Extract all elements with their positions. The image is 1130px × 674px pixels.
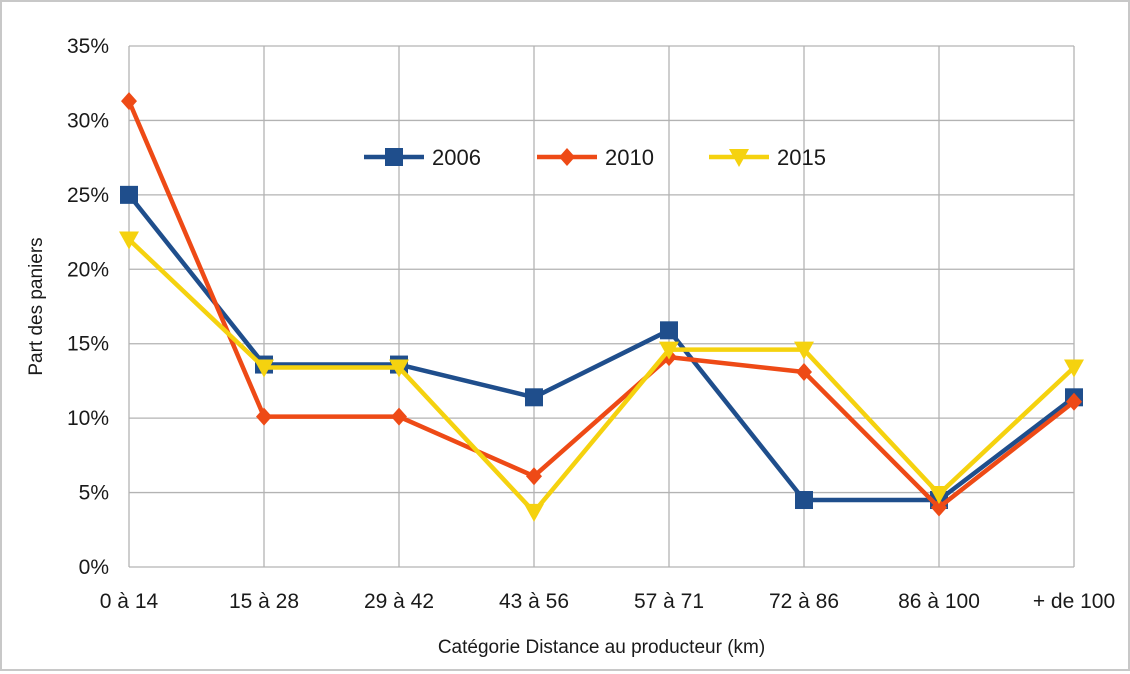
data-point — [659, 341, 679, 360]
data-point — [526, 467, 542, 486]
y-tick-label: 25% — [67, 184, 109, 207]
x-tick-label: 86 à 100 — [898, 590, 980, 613]
series-2010 — [121, 92, 1082, 517]
x-tick-label: 0 à 14 — [100, 590, 159, 613]
data-point — [795, 491, 813, 510]
x-tick-label: 57 à 71 — [634, 590, 704, 613]
series-2015 — [119, 231, 1084, 522]
series-line — [127, 237, 1076, 515]
data-point — [794, 341, 814, 360]
y-tick-label: 30% — [67, 109, 109, 132]
y-tick-label: 15% — [67, 333, 109, 356]
data-point — [119, 231, 139, 250]
x-tick-label: + de 100 — [1033, 590, 1115, 613]
legend-marker — [385, 148, 403, 166]
legend-item: 2015 — [709, 145, 826, 170]
legend-label: 2006 — [432, 145, 481, 170]
x-tick-label: 72 à 86 — [769, 590, 839, 613]
data-point — [796, 362, 812, 381]
x-tick-label: 43 à 56 — [499, 590, 569, 613]
x-tick-label: 29 à 42 — [364, 590, 434, 613]
x-tick-label: 15 à 28 — [229, 590, 299, 613]
legend-item: 2010 — [537, 145, 654, 170]
gridlines — [128, 45, 1075, 568]
y-tick-label: 20% — [67, 258, 109, 281]
data-point — [660, 321, 678, 340]
series-line — [127, 193, 1076, 503]
y-tick-label: 5% — [79, 482, 109, 505]
y-axis-title: Part des paniers — [26, 237, 47, 375]
data-point — [256, 407, 272, 426]
legend-label: 2015 — [777, 145, 826, 170]
data-point — [525, 388, 543, 407]
legend-marker — [729, 149, 749, 167]
data-point — [1066, 392, 1082, 411]
series-lines — [119, 92, 1084, 522]
y-tick-label: 0% — [79, 556, 109, 579]
y-tick-label: 10% — [67, 407, 109, 430]
y-tick-labels: 0% 5% 10% 15% 20% 25% 30% 35% — [67, 35, 109, 579]
y-tick-label: 35% — [67, 35, 109, 58]
data-point — [391, 407, 407, 426]
data-point — [931, 498, 947, 517]
data-point — [389, 359, 409, 378]
data-point — [254, 359, 274, 378]
legend-marker — [559, 148, 575, 166]
series-line — [126, 100, 1076, 510]
data-point — [1064, 359, 1084, 378]
data-point — [120, 185, 138, 204]
data-point — [929, 486, 949, 505]
x-tick-labels: 0 à 14 15 à 28 29 à 42 43 à 56 57 à 71 72 à 8… — [100, 590, 1115, 613]
x-axis-title: Catégorie Distance au producteur (km) — [438, 637, 765, 658]
legend-item: 2006 — [364, 145, 481, 170]
legend-label: 2010 — [605, 145, 654, 170]
data-point — [524, 503, 544, 522]
data-point — [121, 92, 137, 111]
legend: 2006 2010 2015 — [364, 145, 826, 170]
